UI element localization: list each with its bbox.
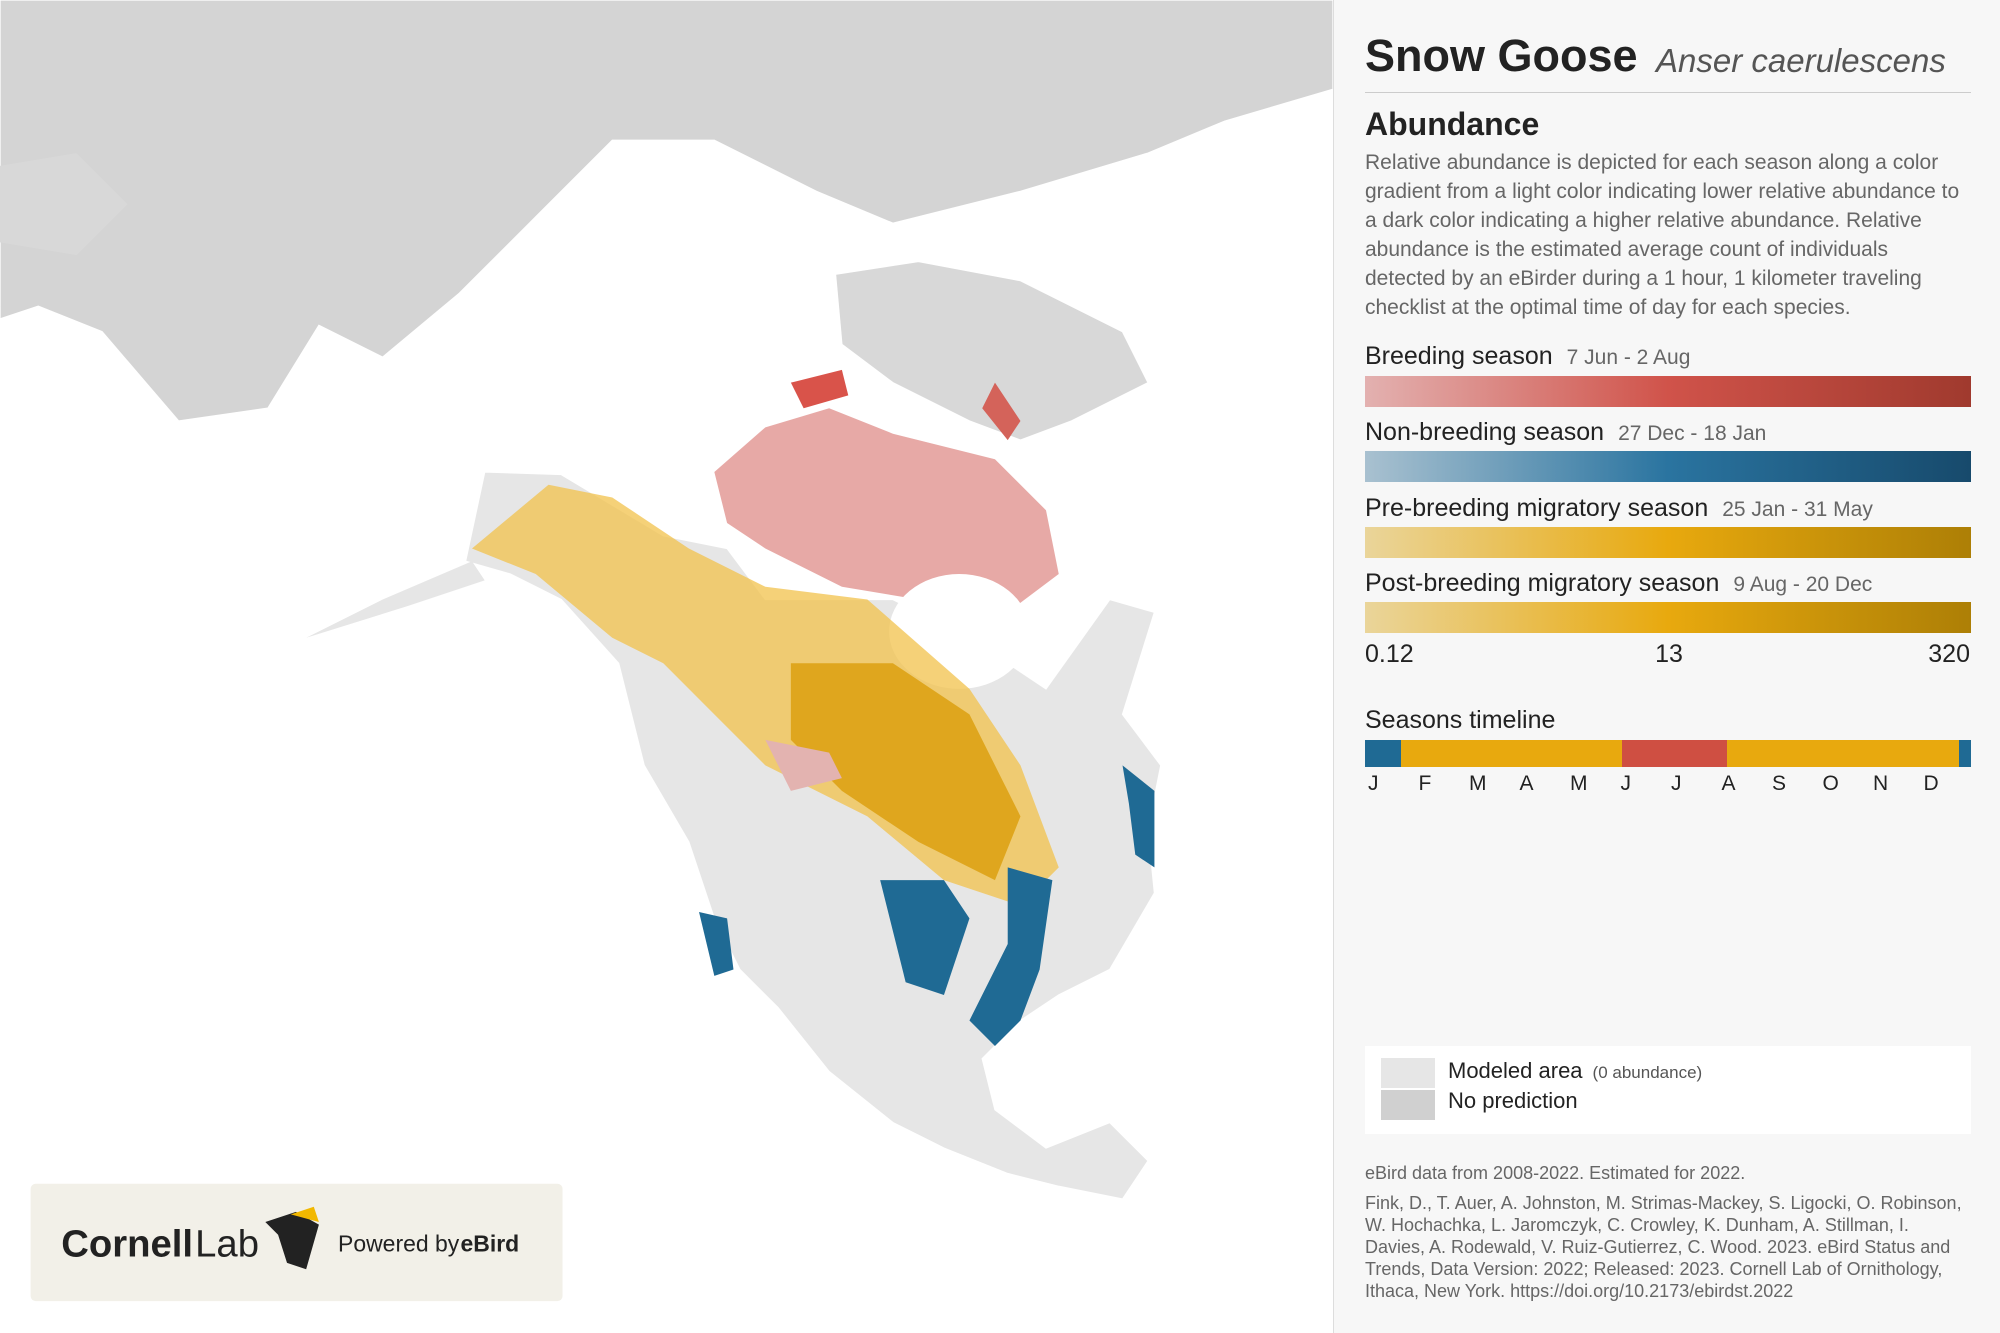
season-name: Post-breeding migratory season [1365, 569, 1720, 597]
gradient-bar [1365, 527, 1971, 558]
legend-swatch [1381, 1058, 1435, 1088]
gradient-bar [1365, 602, 1971, 633]
season-label: Post-breeding migratory season 9 Aug - 20… [1365, 569, 1872, 598]
legend-label: No prediction [1448, 1088, 1578, 1113]
data-note: eBird data from 2008-2022. Estimated for… [1365, 1163, 1746, 1183]
month-label: J [1620, 772, 1632, 795]
legend-swatch [1381, 1090, 1435, 1120]
species-name: Snow Goose [1365, 30, 1638, 81]
month-label: A [1721, 772, 1736, 795]
season-label: Breeding season 7 Jun - 2 Aug [1365, 342, 1690, 371]
map: Cornell Lab Powered by eBird [0, 0, 1333, 1302]
scale-label: 320 [1928, 640, 1970, 668]
logo-light: Lab [195, 1222, 259, 1265]
info-panel: Snow Goose Anser caerulescens Abundance … [1333, 0, 2000, 1333]
timeline-title: Seasons timeline [1365, 706, 1556, 734]
month-label: J [1368, 772, 1379, 795]
gradient-bar [1365, 451, 1971, 482]
month-label: F [1418, 772, 1432, 795]
legend-note: (0 abundance) [1592, 1063, 1703, 1082]
season-label: Pre-breeding migratory season 25 Jan - 31… [1365, 494, 1873, 523]
legend-entry: Modeled area (0 abundance) [1448, 1058, 1702, 1084]
month-label: O [1822, 772, 1839, 795]
legend: Modeled area (0 abundance) No prediction [1365, 1046, 1971, 1134]
season-dates: 9 Aug - 20 Dec [1733, 573, 1873, 596]
description: Relative abundance is depicted for each … [1365, 151, 1960, 319]
timeline-bar [1365, 740, 1971, 767]
month-label: S [1772, 772, 1787, 795]
month-label: J [1671, 772, 1682, 795]
powered-by: Powered by [338, 1230, 460, 1256]
gradient-bar [1365, 376, 1971, 407]
season-dates: 25 Jan - 31 May [1722, 498, 1873, 521]
legend-entry: No prediction [1448, 1088, 1578, 1114]
season-dates: 27 Dec - 18 Jan [1618, 422, 1767, 445]
month-label: D [1923, 772, 1939, 795]
ebird-brand: eBird [460, 1230, 519, 1256]
month-label: M [1570, 772, 1588, 795]
season-name: Breeding season [1365, 342, 1553, 370]
month-label: A [1519, 772, 1534, 795]
month-label: M [1469, 772, 1487, 795]
season-label: Non-breeding season 27 Dec - 18 Jan [1365, 418, 1766, 447]
section-title: Abundance [1365, 106, 1540, 142]
scientific-name: Anser caerulescens [1656, 42, 1946, 79]
scale-label: 0.12 [1365, 640, 1414, 668]
logo-bold: Cornell [61, 1222, 193, 1265]
scale-label: 13 [1655, 640, 1683, 668]
legend-label: Modeled area [1448, 1058, 1583, 1083]
citation: Fink, D., T. Auer, A. Johnston, M. Strim… [1365, 1193, 1962, 1301]
divider [1365, 92, 1971, 93]
season-name: Non-breeding season [1365, 418, 1605, 446]
season-name: Pre-breeding migratory season [1365, 494, 1709, 522]
month-label: N [1873, 772, 1889, 795]
season-dates: 7 Jun - 2 Aug [1566, 346, 1691, 369]
